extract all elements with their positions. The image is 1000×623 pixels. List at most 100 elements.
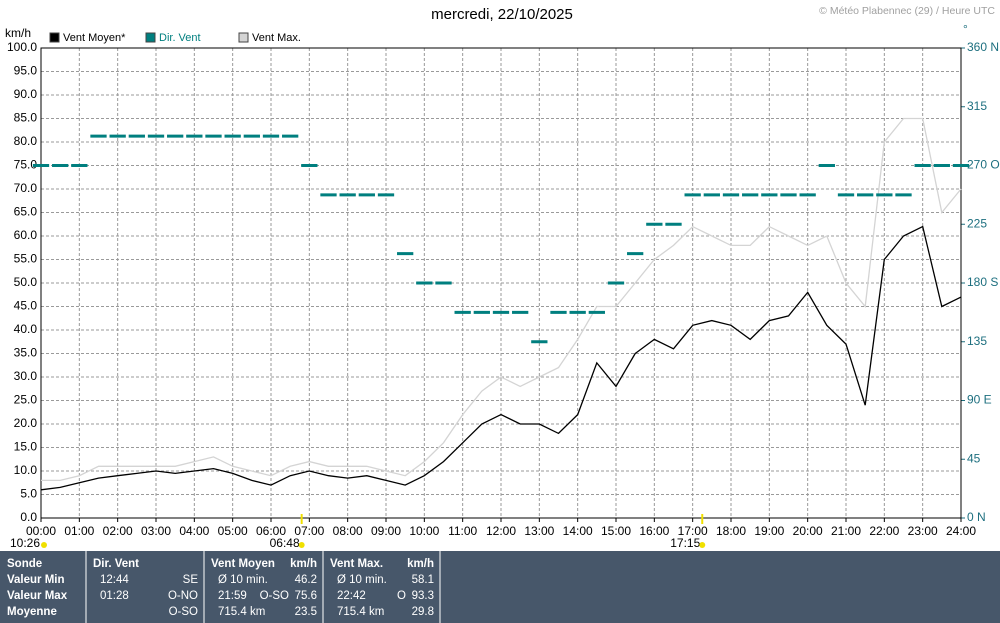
legend-label: Dir. Vent [159,32,201,44]
x-tick-label: 18:00 [716,524,746,538]
y-tick-label: 95.0 [14,64,38,78]
x-tick-label: 19:00 [754,524,784,538]
direction-mark [90,134,107,138]
table-cell: O [397,590,406,602]
y2-tick-label: 90 E [967,393,992,407]
table-cell: 75.6 [295,590,317,602]
direction-mark [282,134,299,138]
direction-mark [262,134,280,138]
y-axis-label: km/h [5,26,31,40]
table-cell: O-SO [260,590,289,602]
table-cell: 58.1 [412,574,434,586]
row-label: Moyenne [7,606,57,618]
x-tick-label: 24:00 [946,524,976,538]
table-cell: SE [183,574,199,586]
x-tick-label: 12:00 [486,524,516,538]
x-tick-label: 22:00 [869,524,899,538]
y-tick-label: 10.0 [14,463,38,477]
direction-mark [32,164,50,167]
direction-mark [684,193,701,197]
direction-mark [627,252,644,256]
direction-mark [646,222,663,226]
direction-mark [147,134,165,138]
y-tick-label: 50.0 [14,275,38,289]
direction-mark [512,310,529,314]
direction-mark [914,164,931,167]
y2-tick-label: 0 N [967,510,986,524]
y2-tick-label: 315 [967,99,987,113]
direction-mark [895,193,912,197]
table-background [0,551,1000,623]
x-tick-label: 11:00 [448,524,477,538]
y-tick-label: 70.0 [14,181,38,195]
x-tick-label: 04:00 [179,524,209,538]
table-cell: 93.3 [412,590,434,602]
direction-mark [607,281,625,285]
chart-title: mercredi, 22/10/2025 [431,6,573,23]
direction-mark [320,193,337,197]
y-tick-label: 100.0 [7,40,37,54]
row-label: Valeur Max [7,590,68,602]
direction-mark [761,193,778,197]
direction-mark [301,164,318,167]
table-cell: 23.5 [295,606,317,618]
sun-icon [298,542,305,548]
y-tick-label: 20.0 [14,416,38,430]
x-tick-label: 20:00 [793,524,823,538]
direction-mark [531,340,548,344]
direction-mark [224,134,241,138]
y-tick-label: 30.0 [14,369,38,383]
y2-tick-label: 45 [967,451,981,465]
day-length: 10:26 [10,536,40,550]
x-tick-label: 01:00 [64,524,94,538]
x-tick-label: 14:00 [563,524,593,538]
panel-title: Dir. Vent [93,558,139,570]
y-tick-label: 35.0 [14,346,38,360]
legend-swatch [238,32,249,43]
direction-mark [109,134,126,138]
y-tick-label: 60.0 [14,228,38,242]
y2-tick-label: 270 O [967,158,1000,172]
series-line [40,225,962,491]
direction-mark [742,193,759,197]
direction-mark [588,310,605,314]
y-tick-label: 85.0 [14,111,38,125]
table-cell: 715.4 km [337,606,384,618]
direction-mark [186,134,203,138]
x-tick-label: 16:00 [639,524,669,538]
x-tick-label: 07:00 [294,524,324,538]
direction-mark [397,252,414,256]
direction-mark [454,310,471,314]
direction-mark [435,281,452,285]
direction-mark [837,193,855,197]
y-tick-label: 0.0 [20,510,37,524]
y-tick-label: 65.0 [14,205,38,219]
table-cell: Ø 10 min. [337,574,387,586]
direction-mark [952,164,970,167]
direction-mark [780,193,797,197]
credit: © Météo Plabennec (29) / Heure UTC [819,5,995,17]
x-tick-label: 17:00 [678,524,708,538]
direction-mark [205,134,222,138]
y-tick-label: 75.0 [14,158,38,172]
y2-tick-label: 180 S [967,275,998,289]
direction-mark [358,193,375,197]
direction-mark [377,193,395,197]
table-cell: 22:42 [337,590,366,602]
legend-swatch [49,32,60,43]
direction-mark [416,281,433,285]
direction-mark [52,164,69,167]
direction-mark [339,193,356,197]
panel-unit: km/h [290,558,317,570]
y-tick-label: 80.0 [14,134,38,148]
y-tick-label: 40.0 [14,322,38,336]
x-tick-label: 00:00 [26,524,56,538]
series-line [41,117,962,482]
y-tick-label: 90.0 [14,87,38,101]
y-tick-label: 5.0 [20,487,37,501]
y2-tick-label: 135 [967,334,987,348]
y-tick-label: 55.0 [14,252,38,266]
y-tick-label: 45.0 [14,299,38,313]
table-cell: O-SO [169,606,198,618]
y2-tick-label: 225 [967,216,987,230]
